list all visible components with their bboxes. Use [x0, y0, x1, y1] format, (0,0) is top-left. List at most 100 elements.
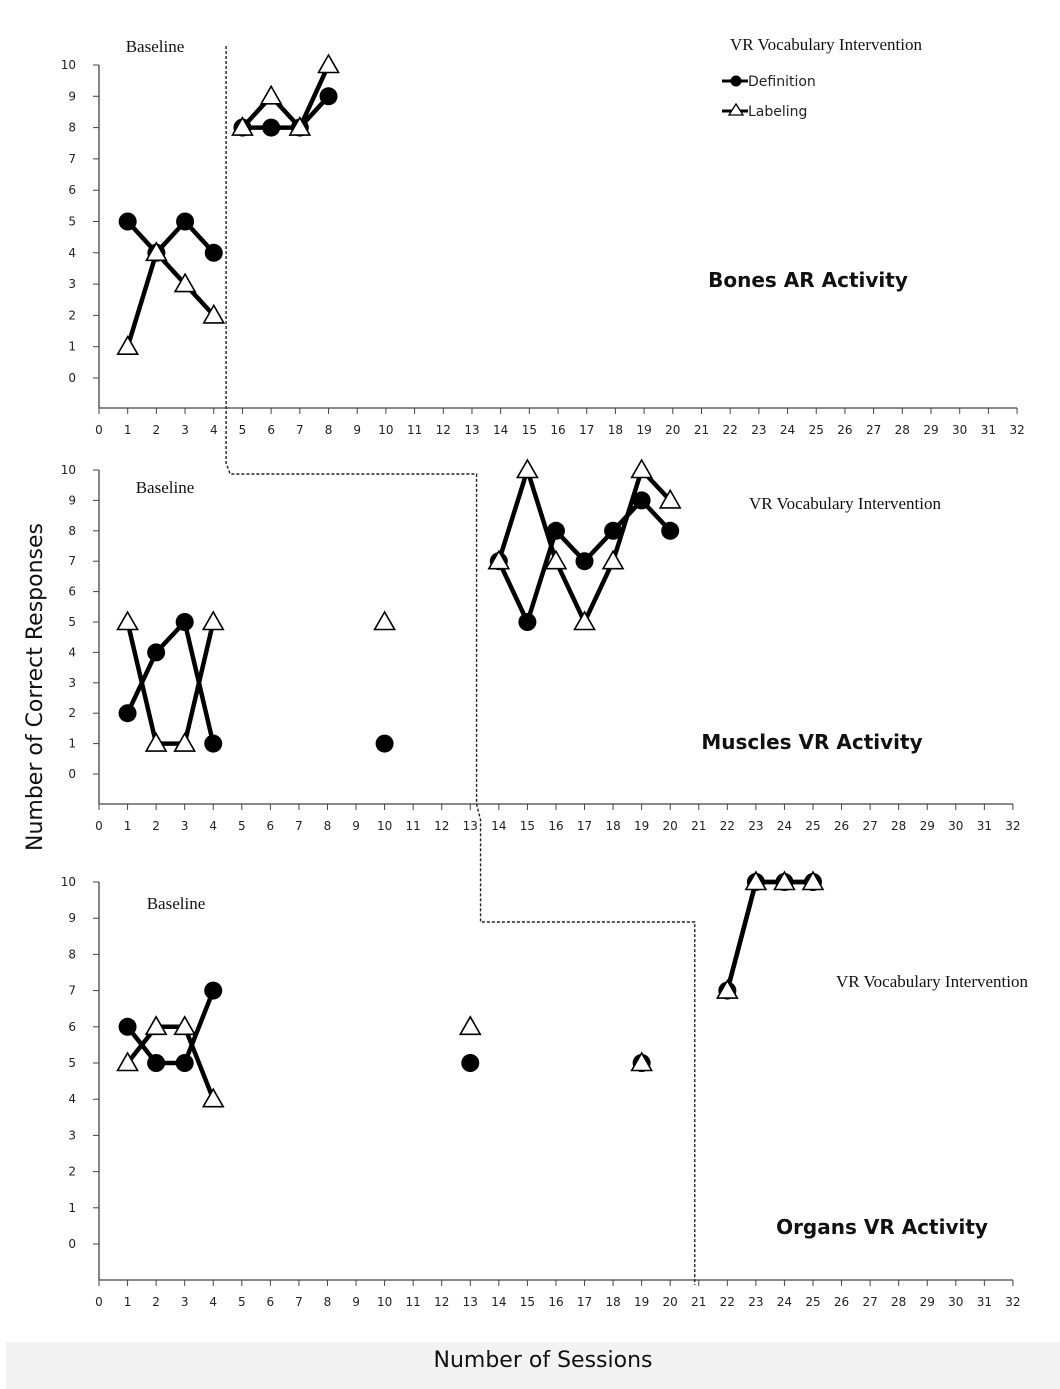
x-tick-label: 11	[406, 819, 421, 833]
x-tick-label: 31	[977, 1295, 992, 1309]
y-tick-label: 10	[61, 58, 76, 72]
x-tick-label: 1	[124, 1295, 132, 1309]
y-tick-label: 1	[68, 1201, 76, 1215]
point-definition	[518, 613, 537, 631]
x-tick-label: 30	[948, 819, 963, 833]
series-lines	[125, 879, 813, 1101]
x-tick-label: 22	[720, 1295, 735, 1309]
y-tick-label: 2	[68, 308, 76, 322]
chart-panel-2: 0 1 2 3 4 5 6 7 8 9 10 11 12 13 14 15 16 17 18 19 20 21 22 23 24…	[61, 458, 1021, 833]
x-tick-label: 20	[665, 423, 680, 437]
x-tick-label: 23	[748, 1295, 763, 1309]
point-labeling	[288, 115, 312, 136]
point-definition	[175, 613, 194, 631]
x-tick-label: 3	[181, 1295, 189, 1309]
x-tick-label: 7	[296, 423, 304, 437]
x-tick-label: 19	[634, 1295, 649, 1309]
y-tick-label: 1	[68, 737, 76, 751]
point-definition	[204, 734, 223, 753]
x-tick-label: 27	[862, 1295, 877, 1309]
y-tick-label: 5	[68, 215, 76, 229]
x-tick-label: 3	[181, 423, 189, 437]
y-tick-label: 10	[61, 875, 76, 889]
y-tick-label: 8	[68, 947, 76, 961]
phase-change-line	[225, 46, 696, 1285]
x-tick-label: 29	[923, 423, 938, 437]
x-tick-label: 12	[434, 819, 449, 833]
point-labeling	[144, 731, 168, 752]
x-tick-label: 14	[491, 819, 506, 833]
point-labeling	[715, 978, 739, 999]
y-tick-label: 6	[68, 1020, 76, 1034]
point-definition	[604, 521, 623, 540]
x-tick-label: 30	[948, 1295, 963, 1309]
y-tick-label: 4	[68, 246, 76, 260]
x-tick-label: 0	[95, 819, 103, 833]
x-tick-label: 28	[891, 819, 906, 833]
x-tick-label: 11	[407, 423, 422, 437]
x-tick-label: 25	[805, 1295, 820, 1309]
point-labeling	[173, 731, 197, 752]
y-tick-label: 6	[68, 585, 76, 599]
point-labeling	[773, 870, 796, 891]
x-tick-label: 26	[834, 1295, 849, 1309]
x-tick-label: 7	[295, 1295, 303, 1309]
x-tick-label: 18	[605, 819, 620, 833]
x-tick-label: 23	[751, 423, 766, 437]
point-definition	[147, 643, 166, 662]
x-tick-label: 6	[267, 1295, 275, 1309]
x-tick-label: 4	[209, 1295, 217, 1309]
x-tick-label: 18	[608, 423, 623, 437]
x-tick-label: 1	[124, 423, 132, 437]
x-tick-label: 8	[324, 1295, 332, 1309]
point-labeling	[573, 610, 596, 631]
series-line-definition	[242, 94, 331, 130]
x-tick-label: 19	[636, 423, 651, 437]
x-tick-label: 12	[434, 1295, 449, 1309]
x-tick-label: 17	[577, 819, 592, 833]
x-tick-label: 24	[780, 423, 795, 437]
point-labeling	[144, 1015, 168, 1036]
x-tick-label: 9	[353, 423, 361, 437]
series-markers	[116, 870, 825, 1108]
x-tick-label: 32	[1005, 1295, 1020, 1309]
series-line-labeling	[725, 879, 813, 992]
point-labeling	[116, 610, 139, 631]
panel-title: Muscles VR Activity	[701, 730, 922, 754]
point-definition	[461, 1054, 480, 1072]
x-tick-label: 27	[862, 819, 877, 833]
y-tick-label: 3	[68, 277, 76, 291]
y-tick-label: 9	[68, 89, 76, 103]
x-tick-label: 16	[550, 423, 565, 437]
y-tick-label: 8	[68, 524, 76, 538]
x-tick-label: 18	[605, 1295, 620, 1309]
baseline-label: Baseline	[136, 478, 195, 497]
point-labeling	[173, 272, 197, 293]
x-tick-label: 5	[238, 1295, 246, 1309]
point-labeling	[487, 549, 511, 570]
chart-panel-1: 0 1 2 3 4 5 6 7 8 9 10 11 12 13 14 15 16 17 18 19 20 21 22 23 24…	[61, 35, 1025, 437]
x-tick-label: 24	[777, 1295, 792, 1309]
point-definition	[118, 1017, 137, 1036]
x-tick-label: 5	[238, 819, 246, 833]
x-tick-label: 2	[152, 819, 160, 833]
x-tick-label: 24	[777, 819, 792, 833]
point-labeling	[544, 549, 568, 570]
x-tick-label: 10	[377, 1295, 392, 1309]
x-tick-label: 14	[491, 1295, 506, 1309]
x-tick-label: 32	[1009, 423, 1024, 437]
point-definition	[204, 243, 223, 262]
x-tick-label: 19	[634, 819, 649, 833]
x-tick-label: 26	[834, 819, 849, 833]
intervention-label: VR Vocabulary Intervention	[749, 494, 941, 513]
x-tick-label: 5	[239, 423, 247, 437]
series-lines	[125, 467, 672, 746]
point-labeling	[259, 84, 283, 105]
point-labeling	[630, 458, 654, 479]
y-tick-label: 9	[68, 493, 76, 507]
intervention-label: VR Vocabulary Intervention	[730, 35, 922, 54]
legend-labeling-marker	[727, 102, 745, 116]
x-tick-label: 16	[548, 1295, 563, 1309]
x-tick-label: 0	[95, 423, 103, 437]
series-line-labeling	[240, 64, 331, 130]
